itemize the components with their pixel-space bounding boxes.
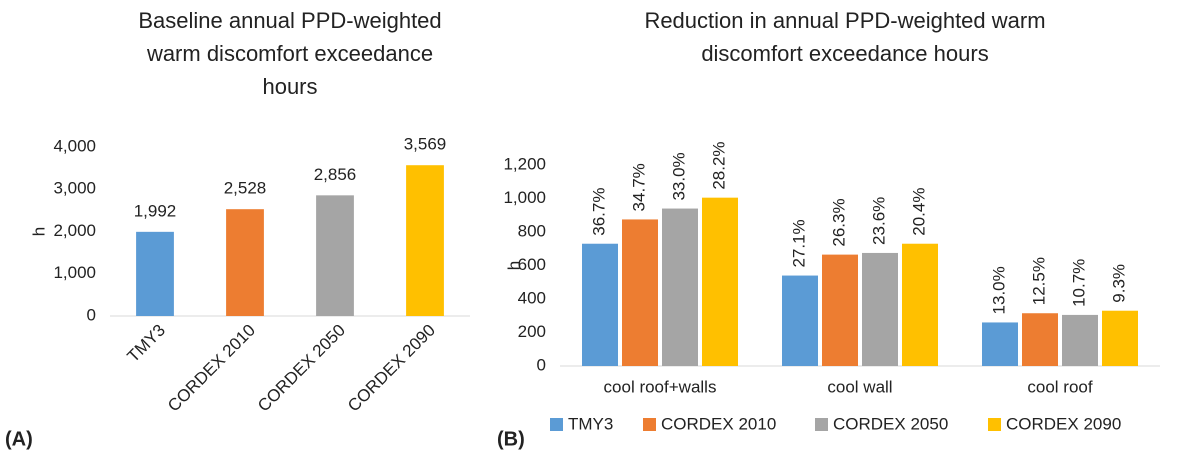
bar <box>862 252 898 366</box>
value-label: 3,569 <box>404 135 447 154</box>
bar-annotation: 20.4% <box>909 188 928 236</box>
legend-swatch <box>988 418 1001 431</box>
value-label: 1,992 <box>134 201 177 220</box>
bar-annotation: 36.7% <box>589 188 608 236</box>
x-tick-label: cool roof+walls <box>604 377 717 396</box>
bar-annotation: 12.5% <box>1029 257 1048 305</box>
legend-label: CORDEX 2010 <box>661 414 776 433</box>
y-tick-label: 1,000 <box>503 188 546 207</box>
x-tick-label: TMY3 <box>124 321 169 366</box>
bar <box>622 219 658 366</box>
y-axis-label: h <box>29 227 48 236</box>
bar <box>1022 313 1058 366</box>
bar-annotation: 33.0% <box>669 152 688 200</box>
chart-title: Baseline annual PPD-weighted <box>138 8 441 33</box>
chart-title: hours <box>262 74 317 99</box>
bar <box>662 208 698 366</box>
bar <box>902 243 938 366</box>
y-tick-label: 800 <box>518 221 546 240</box>
legend-swatch <box>815 418 828 431</box>
y-tick-label: 2,000 <box>53 221 96 240</box>
legend-swatch <box>550 418 563 431</box>
y-tick-label: 600 <box>518 255 546 274</box>
bar <box>136 231 174 316</box>
panel-label: (A) <box>5 428 33 450</box>
bar <box>1062 314 1098 366</box>
bar-annotation: 23.6% <box>869 197 888 245</box>
chart-title: warm discomfort exceedance <box>146 41 433 66</box>
legend-label: TMY3 <box>568 414 613 433</box>
y-axis-label: h <box>504 261 523 270</box>
bar-annotation: 10.7% <box>1069 259 1088 307</box>
value-label: 2,856 <box>314 165 357 184</box>
bar <box>1102 310 1138 366</box>
x-tick-label: cool roof <box>1027 377 1092 396</box>
legend-label: CORDEX 2090 <box>1006 414 1121 433</box>
x-tick-label: cool wall <box>827 377 892 396</box>
bar-annotation: 9.3% <box>1109 264 1128 303</box>
x-tick-label: CORDEX 2010 <box>164 321 259 416</box>
bar-annotation: 28.2% <box>709 141 728 189</box>
y-tick-label: 4,000 <box>53 136 96 155</box>
chart-title: Reduction in annual PPD-weighted warm <box>644 8 1045 33</box>
bar-annotation: 27.1% <box>789 219 808 267</box>
bar <box>226 209 264 316</box>
bar-annotation: 34.7% <box>629 163 648 211</box>
chart-title: discomfort exceedance hours <box>701 41 988 66</box>
legend-label: CORDEX 2050 <box>833 414 948 433</box>
y-tick-label: 0 <box>537 355 546 374</box>
y-tick-label: 3,000 <box>53 179 96 198</box>
x-tick-label: CORDEX 2050 <box>254 321 349 416</box>
bar-annotation: 26.3% <box>829 198 848 246</box>
bar <box>982 322 1018 366</box>
y-tick-label: 0 <box>87 305 96 324</box>
y-tick-label: 400 <box>518 288 546 307</box>
bar <box>702 197 738 366</box>
x-tick-label: CORDEX 2090 <box>344 321 439 416</box>
bar-annotation: 13.0% <box>989 266 1008 314</box>
bar <box>822 254 858 366</box>
value-label: 2,528 <box>224 179 267 198</box>
y-tick-label: 200 <box>518 322 546 341</box>
bar <box>582 243 618 366</box>
panel-label: (B) <box>497 428 525 450</box>
bar <box>316 195 354 316</box>
y-tick-label: 1,000 <box>53 263 96 282</box>
bar <box>782 275 818 366</box>
bar <box>406 165 444 316</box>
y-tick-label: 1,200 <box>503 154 546 173</box>
legend-swatch <box>643 418 656 431</box>
